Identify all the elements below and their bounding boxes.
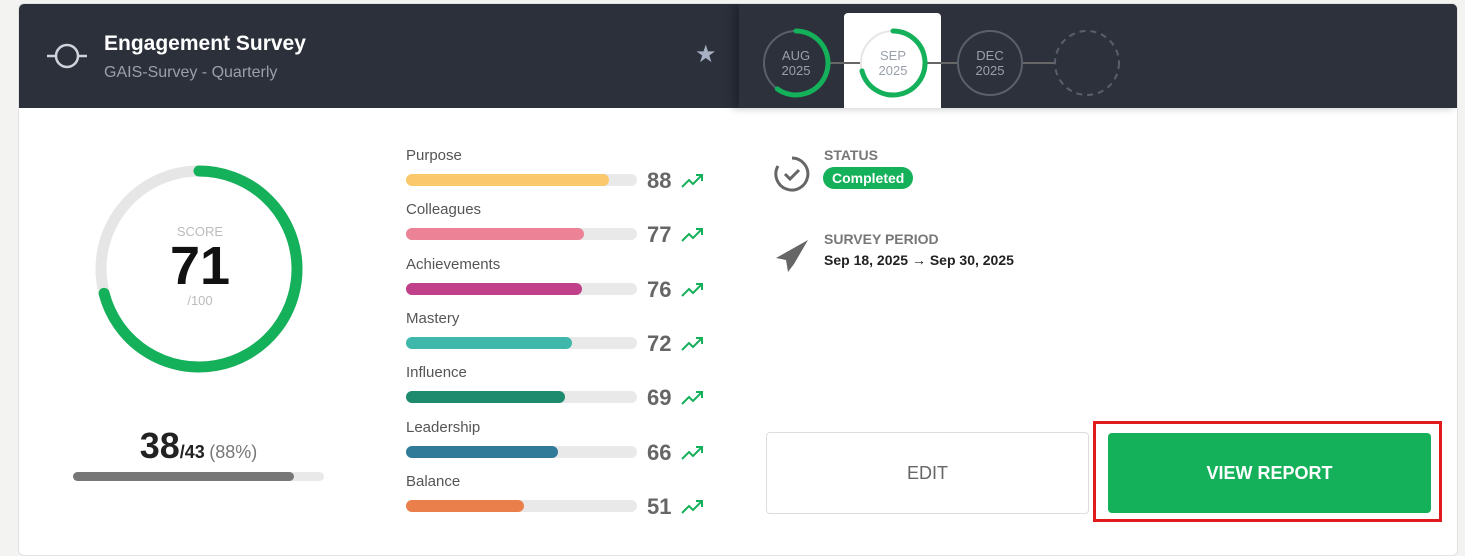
month: AUG (781, 48, 811, 63)
year: 2025 (975, 63, 1005, 78)
survey-card: Engagement Survey GAIS-Survey - Quarterl… (18, 3, 1458, 556)
trend-up-icon (681, 174, 703, 188)
view-report-button[interactable]: VIEW REPORT (1108, 433, 1431, 513)
period-circle[interactable] (957, 30, 1023, 96)
month: SEP (879, 48, 906, 63)
category-label: Colleagues (406, 201, 482, 219)
status-badge: Completed (823, 167, 914, 189)
response-count: 38/43 (88%) (73, 426, 324, 474)
star-icon[interactable]: ★ (695, 41, 717, 68)
category-bar (406, 228, 637, 241)
period-progress (859, 28, 928, 98)
category-bar (406, 174, 637, 186)
survey-title: Engagement Survey (104, 32, 306, 55)
category-bar (406, 445, 637, 458)
category-score: 72 (647, 330, 672, 356)
category-bar (406, 336, 637, 349)
period-value: Sep 18, 2025 → Sep 30, 2025 (824, 252, 1014, 268)
highlight-outline (1093, 421, 1442, 522)
trend-up-icon (681, 391, 703, 405)
year: 2025 (781, 63, 811, 78)
category-label: Influence (406, 364, 467, 382)
period-circle[interactable] (1054, 30, 1120, 96)
category-label: Balance (406, 472, 461, 490)
category-score: 51 (647, 493, 672, 519)
category-bar (406, 391, 637, 404)
status-check-icon (774, 156, 810, 192)
paper-plane-icon (776, 240, 808, 272)
score-ring (95, 165, 303, 373)
trend-up-icon (681, 228, 703, 243)
category-label: Leadership (406, 418, 481, 436)
trend-up-icon (681, 282, 703, 297)
category-score: 76 (647, 276, 672, 302)
response-rate: (88%) (209, 442, 258, 462)
category-bar (406, 499, 637, 512)
month: DEC (976, 48, 1004, 63)
category-score: 69 (647, 385, 672, 411)
ring-progress (98, 165, 303, 373)
trend-up-icon (681, 445, 703, 460)
category-label: Achievements (406, 255, 501, 273)
category-label: Purpose (406, 147, 462, 164)
edit-button[interactable]: EDIT (766, 432, 1089, 514)
survey-icon (47, 43, 87, 69)
survey-subtitle: GAIS-Survey - Quarterly (104, 64, 278, 81)
responses: 38 (139, 425, 180, 466)
trend-up-icon (681, 336, 703, 351)
score-label: SCORE (176, 224, 224, 239)
category-score: 88 (647, 168, 672, 193)
invited: /43 (179, 442, 205, 462)
period-label: SURVEY PERIOD (824, 231, 939, 247)
response-bar (73, 472, 324, 481)
card-header: Engagement Survey GAIS-Survey - Quarterl… (19, 4, 1457, 108)
category-score: 66 (647, 439, 672, 465)
period-sep[interactable]: SEP 2025 (863, 48, 923, 78)
category-label: Mastery (406, 309, 460, 327)
category-score: 77 (647, 222, 672, 248)
year: 2025 (878, 63, 908, 78)
period-progress (774, 28, 831, 98)
timeline: AUG 2025 SEP 2025 DEC 2025 (739, 4, 1457, 108)
score-max: /100 (187, 293, 213, 308)
period-aug[interactable]: AUG 2025 (766, 48, 826, 78)
status-label: STATUS (824, 147, 878, 163)
score-value: 71 (169, 236, 231, 296)
period-dec[interactable]: DEC 2025 (960, 48, 1020, 78)
trend-up-icon (681, 499, 703, 514)
category-bar (406, 282, 637, 295)
